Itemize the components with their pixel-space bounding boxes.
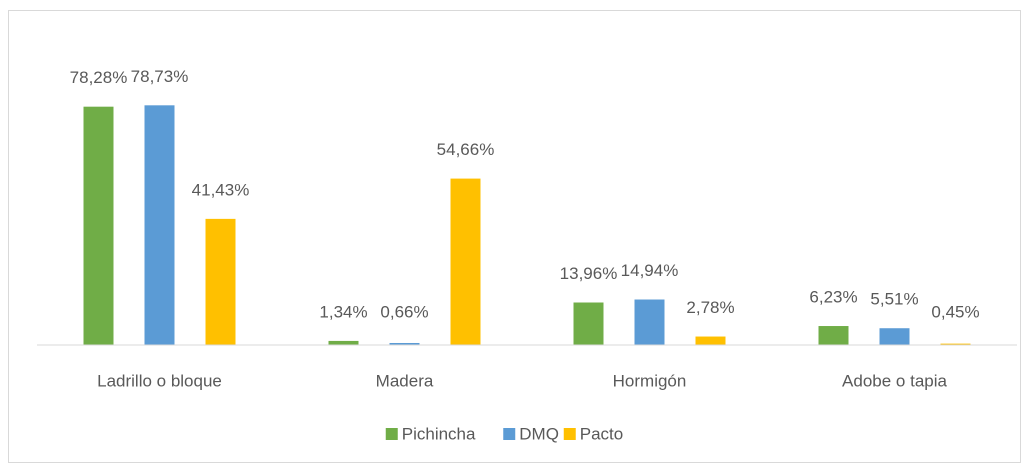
legend-swatch xyxy=(385,428,398,440)
bar xyxy=(573,302,604,345)
x-tick-label: Hormigón xyxy=(613,371,687,390)
legend-swatch xyxy=(503,428,516,440)
x-tick-label: Adobe o tapia xyxy=(842,371,947,390)
data-label: 13,96% xyxy=(560,264,618,283)
data-label: 14,94% xyxy=(621,261,679,280)
chart-frame xyxy=(8,10,1021,463)
bar xyxy=(450,178,481,345)
data-label: 78,28% xyxy=(70,68,128,87)
bar xyxy=(83,106,114,346)
data-label: 0,45% xyxy=(931,302,979,321)
bar xyxy=(328,340,359,345)
data-label: 5,51% xyxy=(870,290,918,309)
legend-label: DMQ xyxy=(519,424,559,443)
data-label: 54,66% xyxy=(437,140,495,159)
legend-swatch xyxy=(563,428,576,440)
data-label: 41,43% xyxy=(192,180,250,199)
bar xyxy=(879,328,910,345)
bar xyxy=(205,218,236,345)
x-tick-label: Ladrillo o bloque xyxy=(97,371,222,390)
data-label: 2,78% xyxy=(686,298,734,317)
bar xyxy=(389,342,420,345)
legend-label: Pichincha xyxy=(402,424,476,443)
data-label: 6,23% xyxy=(809,288,857,307)
data-label: 78,73% xyxy=(131,67,189,86)
legend-label: Pacto xyxy=(580,424,623,443)
bar xyxy=(940,343,971,345)
bar xyxy=(634,299,665,345)
bar xyxy=(695,336,726,345)
x-tick-label: Madera xyxy=(376,371,434,390)
bar xyxy=(818,326,849,345)
bar xyxy=(144,105,175,346)
data-label: 1,34% xyxy=(319,302,367,321)
data-label: 0,66% xyxy=(380,302,428,321)
